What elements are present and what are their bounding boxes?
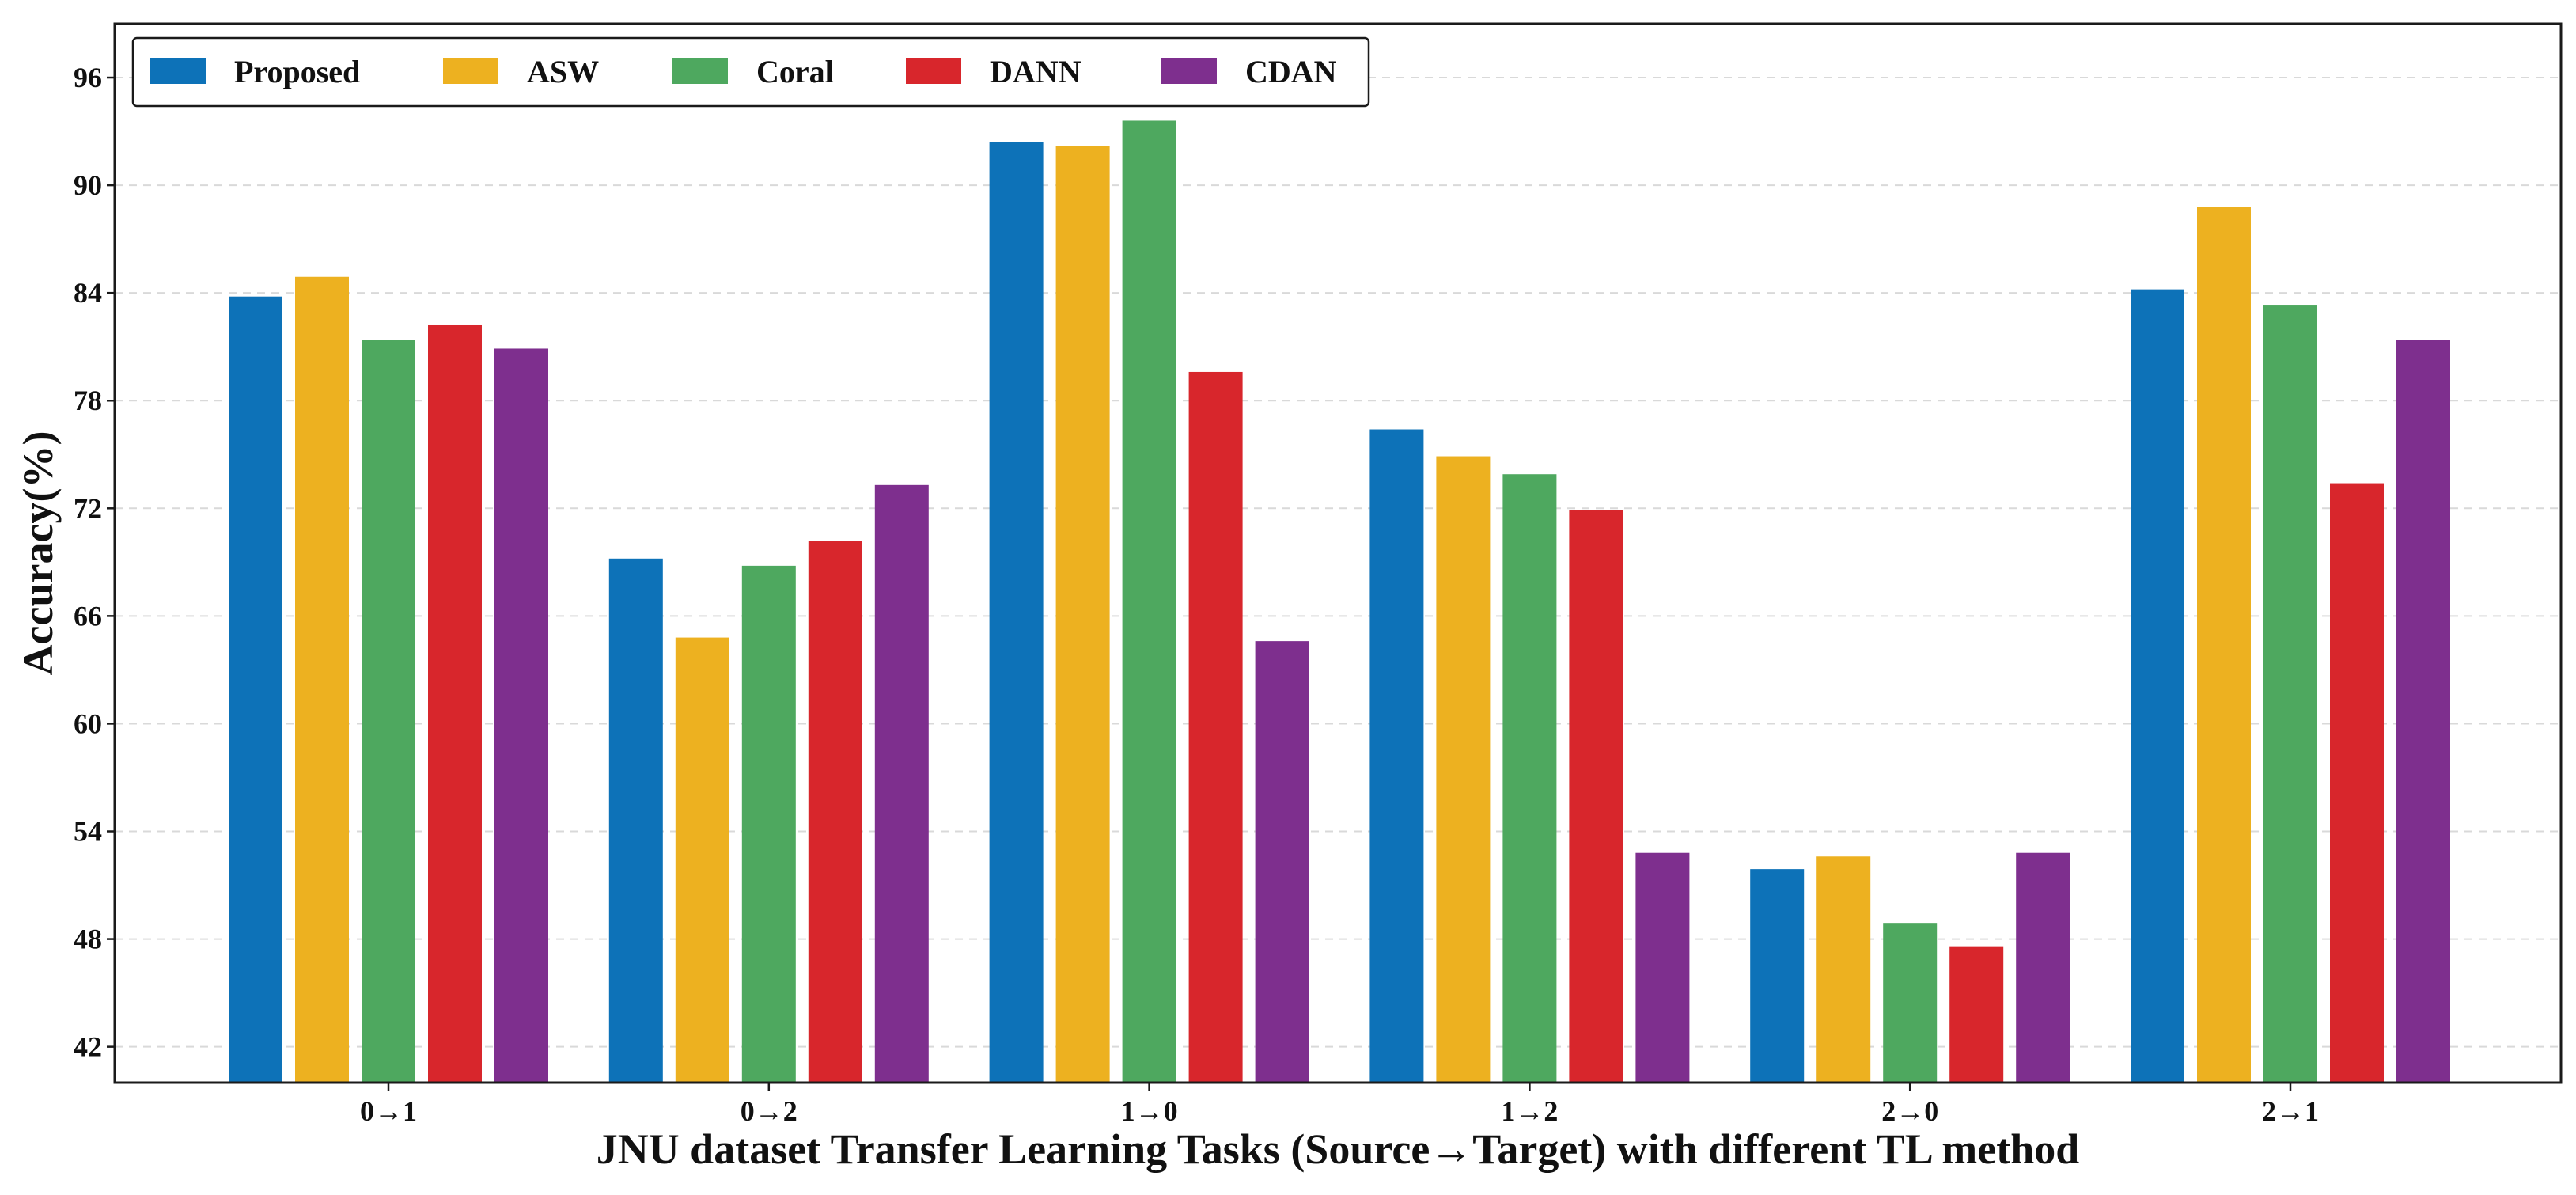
bar-coral-3 xyxy=(1122,120,1176,1083)
x-tick-label: 2→1 xyxy=(2262,1095,2319,1127)
bars xyxy=(229,120,2450,1083)
x-tick-label: 2→0 xyxy=(1881,1095,1938,1127)
plot-frame xyxy=(113,22,2563,1084)
y-tick-label: 78 xyxy=(74,385,102,416)
bar-cdan-3 xyxy=(1255,641,1309,1083)
bar-proposed-5 xyxy=(1750,869,1805,1083)
legend-swatch-cdan xyxy=(1161,58,1217,84)
bar-asw-2 xyxy=(675,637,729,1083)
y-tick-label: 48 xyxy=(74,924,102,955)
legend-label-cdan: CDAN xyxy=(1245,54,1337,89)
bar-cdan-4 xyxy=(1635,852,1690,1083)
bar-proposed-6 xyxy=(2131,289,2184,1083)
bar-coral-5 xyxy=(1883,923,1938,1083)
legend-frame xyxy=(131,36,1370,108)
y-tick-label: 72 xyxy=(74,492,102,524)
bar-coral-2 xyxy=(741,565,796,1083)
legend-swatch-dann xyxy=(906,58,961,84)
bar-cdan-2 xyxy=(874,484,929,1083)
x-tick-label: 0→2 xyxy=(741,1095,797,1127)
x-axis-ticks: 0→1 0→2 1→0 1→2 2→0 2→1 xyxy=(360,1083,2319,1127)
y-tick-label: 60 xyxy=(74,708,102,739)
bar-cdan-5 xyxy=(2016,852,2070,1083)
bar-asw-6 xyxy=(2197,207,2251,1083)
y-tick-label: 84 xyxy=(74,277,102,309)
bar-dann-5 xyxy=(1949,946,2004,1083)
y-tick-label: 96 xyxy=(74,62,102,93)
bar-asw-4 xyxy=(1436,456,1491,1083)
legend-swatch-proposed xyxy=(150,58,206,84)
x-tick-label: 1→0 xyxy=(1121,1095,1178,1127)
legend-label-dann: DANN xyxy=(990,54,1082,89)
y-tick-label: 54 xyxy=(74,816,102,848)
y-tick-label: 66 xyxy=(74,600,102,632)
y-tick-label: 42 xyxy=(74,1031,102,1063)
bar-cdan-1 xyxy=(494,348,548,1083)
bar-dann-3 xyxy=(1188,371,1243,1083)
bar-coral-6 xyxy=(2263,305,2317,1083)
x-tick-label: 1→2 xyxy=(1501,1095,1558,1127)
legend-label-asw: ASW xyxy=(527,54,599,89)
bar-asw-1 xyxy=(295,276,349,1083)
bar-asw-3 xyxy=(1055,146,1110,1083)
bar-dann-2 xyxy=(808,541,862,1083)
legend-label-coral: Coral xyxy=(756,54,834,89)
legend-swatch-asw xyxy=(443,58,498,84)
bar-coral-4 xyxy=(1502,474,1557,1083)
x-tick-label: 0→1 xyxy=(360,1095,417,1127)
bar-dann-1 xyxy=(428,324,482,1083)
y-axis-ticks: 42 48 54 60 66 72 78 84 90 96 xyxy=(74,62,115,1063)
legend-swatch-coral xyxy=(672,58,728,84)
y-tick-label: 90 xyxy=(74,169,102,201)
bar-cdan-6 xyxy=(2396,340,2450,1083)
bar-dann-6 xyxy=(2330,483,2384,1083)
bar-dann-4 xyxy=(1569,510,1623,1083)
x-axis-label: JNU dataset Transfer Learning Tasks (Sou… xyxy=(597,1125,2080,1173)
bar-proposed-4 xyxy=(1369,429,1424,1083)
bar-asw-5 xyxy=(1816,856,1871,1083)
y-axis-label: Accuracy(%) xyxy=(14,431,62,676)
legend: Proposed ASW Coral DANN CDAN xyxy=(131,36,1370,108)
bar-proposed-2 xyxy=(608,558,663,1083)
legend-label-proposed: Proposed xyxy=(234,54,360,89)
bar-proposed-3 xyxy=(989,142,1044,1083)
bar-proposed-1 xyxy=(229,296,282,1083)
bar-coral-1 xyxy=(362,340,415,1083)
